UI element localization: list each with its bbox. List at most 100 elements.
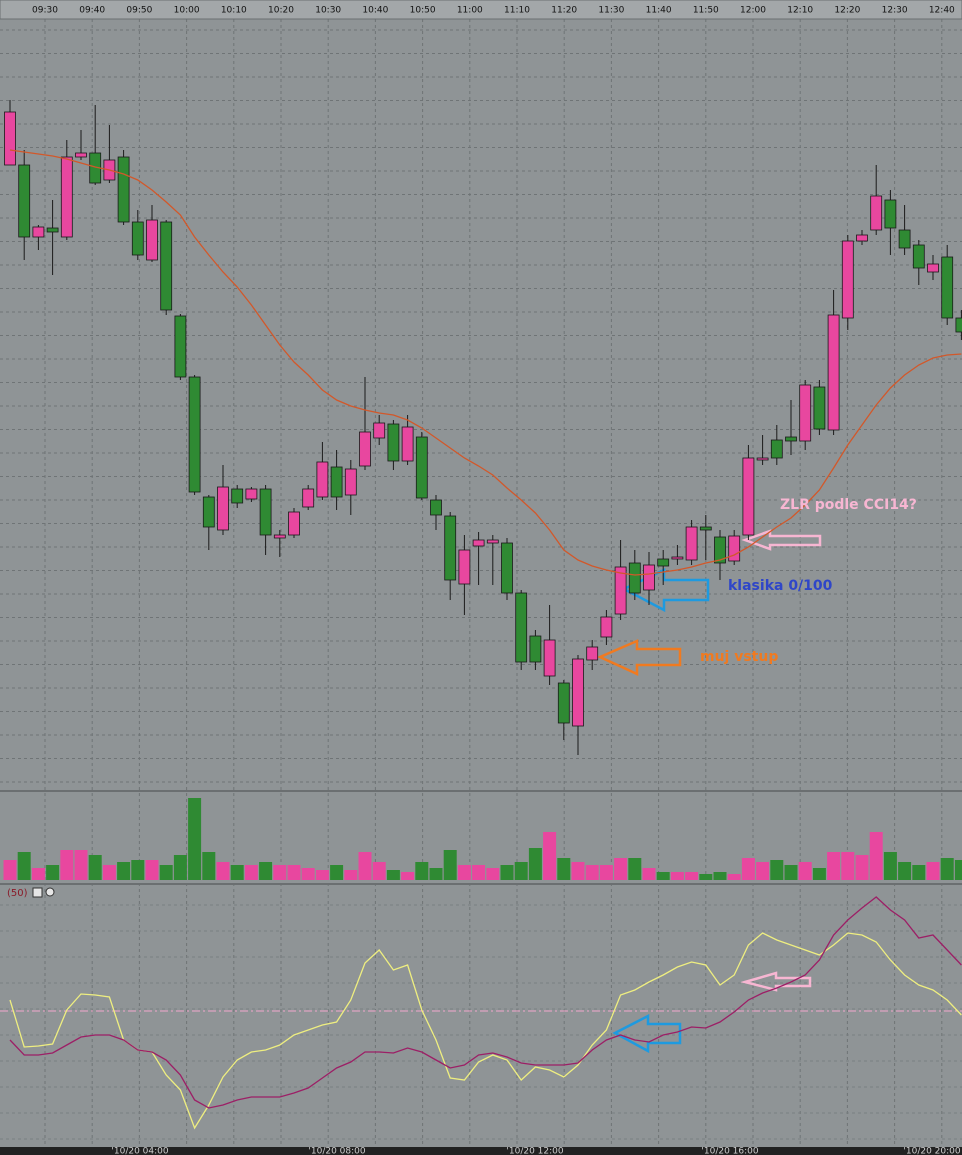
candle-body [217, 486, 229, 531]
x-tick-label: 09:40 [79, 6, 105, 16]
volume-bar [457, 865, 471, 880]
candle-body [614, 566, 627, 615]
volume-bar [585, 865, 599, 880]
volume-bar [315, 870, 329, 880]
candle-body [4, 111, 16, 166]
candle-body [18, 164, 31, 238]
volume-bar [642, 868, 656, 880]
candle-body [444, 515, 457, 581]
candle-body [501, 542, 513, 594]
checkbox[interactable] [32, 887, 43, 898]
volume-bar [230, 865, 244, 880]
candle-body [131, 221, 144, 256]
date-axis-bar [0, 1147, 962, 1155]
candle-body [529, 635, 542, 663]
x-tick-label: 10:00 [174, 6, 200, 16]
volume-bar [330, 865, 344, 880]
candle-body [486, 539, 499, 544]
x-tick-label: 09:30 [32, 6, 58, 16]
candle-body [174, 315, 187, 378]
x-tick-label: 10:50 [410, 6, 436, 16]
candle-body [557, 682, 570, 724]
candle-body [46, 227, 59, 233]
candle-body [415, 436, 428, 499]
candle-body [60, 156, 73, 238]
volume-bar [713, 872, 727, 880]
volume-bar [173, 855, 187, 880]
candle-body [813, 386, 826, 430]
candle-body [785, 436, 797, 442]
candle-body [543, 639, 556, 677]
candle-body [827, 314, 840, 431]
candle-body [387, 423, 400, 462]
date-label: '10/20 12:00 [506, 1147, 563, 1155]
volume-bar [628, 858, 642, 880]
volume-bar [557, 858, 571, 880]
volume-bar [401, 872, 415, 880]
x-tick-label: 09:50 [126, 6, 152, 16]
candle-body [458, 549, 471, 585]
x-tick-label: 12:10 [787, 6, 813, 16]
candle-body [302, 488, 315, 508]
moving-average [9, 149, 962, 576]
candle-body [401, 426, 414, 462]
date-label: '10/20 16:00 [701, 1147, 758, 1155]
volume-bar [756, 862, 770, 880]
settings-icon[interactable] [45, 887, 55, 897]
candle-body [160, 221, 173, 311]
candle-body [600, 616, 613, 638]
candle-body [32, 226, 45, 238]
volume-bar [656, 872, 670, 880]
candle-body [146, 219, 158, 261]
candle-body [75, 152, 87, 158]
candle-body [685, 526, 698, 561]
candle-body [231, 488, 244, 504]
volume-bar [74, 850, 88, 880]
x-tick-label: 12:00 [740, 6, 766, 16]
volume-bar [514, 862, 528, 880]
annotation: ZLR podle CCI14? [780, 497, 917, 513]
candle-body [586, 646, 599, 661]
volume-bar [372, 862, 386, 880]
volume-bar [841, 852, 855, 880]
volume-bar [88, 855, 102, 880]
volume-bar [386, 870, 400, 880]
volume-bar [273, 865, 287, 880]
volume-bar [102, 865, 116, 880]
volume-bar [599, 865, 613, 880]
date-label: '10/20 04:00 [111, 1147, 168, 1155]
arrow [740, 971, 812, 992]
volume-bar [358, 852, 372, 880]
volume-bar [954, 860, 962, 880]
candle-body [898, 229, 911, 249]
volume-bar [699, 874, 713, 880]
candle-body [856, 234, 868, 242]
volume-bar [784, 865, 798, 880]
candle-body [316, 461, 329, 498]
volume-bar [429, 868, 443, 880]
candle-body [657, 558, 670, 567]
candle-body [884, 199, 897, 229]
volume-bar [500, 865, 514, 880]
volume-bar [528, 848, 542, 880]
volume-bar [60, 850, 74, 880]
candle-body [941, 256, 954, 319]
volume-bar [770, 860, 784, 880]
grid [0, 19, 962, 1147]
volume-bar [869, 832, 883, 880]
volume-bar [415, 862, 429, 880]
x-tick-label: 11:30 [598, 6, 624, 16]
volume-bar [827, 852, 841, 880]
x-tick-label: 11:00 [457, 6, 483, 16]
volume-bar [159, 865, 173, 880]
candle-body [273, 534, 286, 539]
volume-bar [188, 798, 202, 880]
candle-body [927, 263, 939, 273]
arrow [612, 1013, 682, 1054]
volume-bar [543, 832, 557, 880]
volume-bar [741, 858, 755, 880]
candle-body [870, 195, 883, 231]
volume-bar [798, 862, 812, 880]
